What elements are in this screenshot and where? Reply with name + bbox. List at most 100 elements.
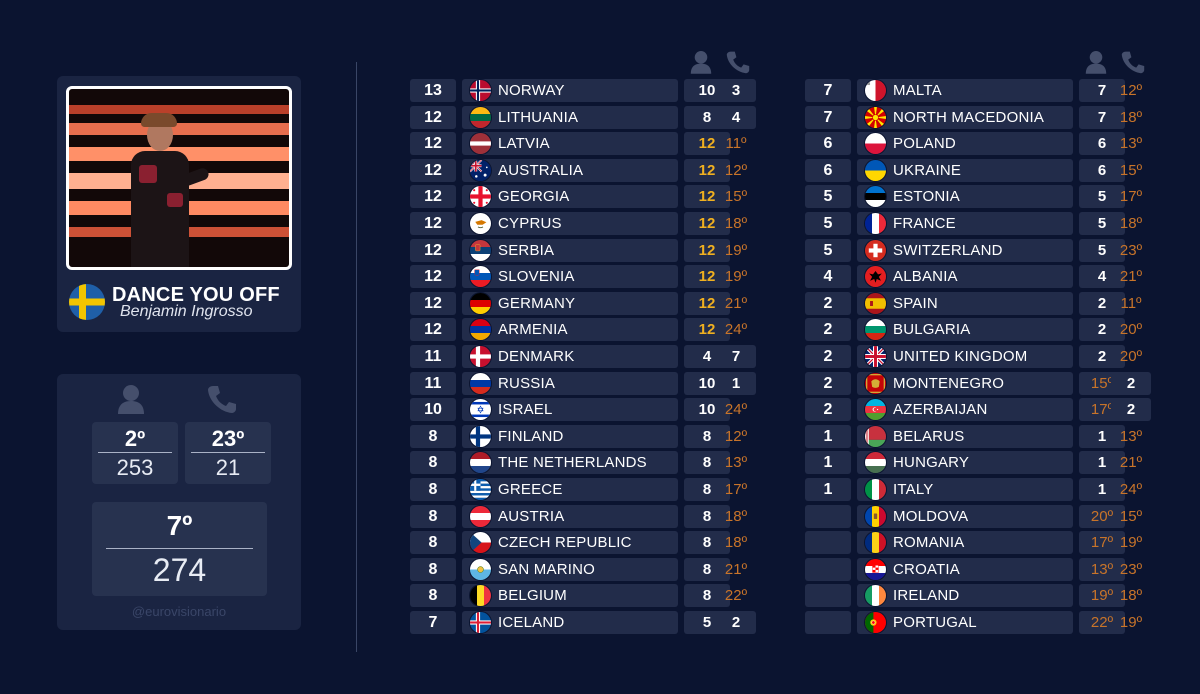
total-points-cell: 2 [805, 398, 851, 422]
total-points-cell: 8 [410, 424, 456, 448]
total-points-cell: 12 [410, 185, 456, 209]
song-title: DANCE YOU OFF [112, 284, 280, 306]
total-points-cell: 8 [410, 531, 456, 555]
table-row: ROMANIA 17º 19º [805, 531, 1151, 555]
table-row: 5 SWITZERLAND 5 23º [805, 238, 1151, 262]
country-name: NORWAY [498, 82, 565, 99]
jury-cell: 10 [684, 398, 730, 422]
country-name: SLOVENIA [498, 268, 575, 286]
televote-column-icon [726, 50, 750, 74]
total-points-cell: 12 [410, 318, 456, 342]
es-flag-icon [864, 291, 887, 315]
jury-column-icon [690, 50, 712, 74]
mt-flag-icon [864, 79, 887, 102]
pt-flag-icon [864, 611, 887, 634]
televote-cell: 7 [716, 345, 756, 368]
table-row: 12 GERMANY 12 21º [410, 291, 756, 315]
country-cell: THE NETHERLANDS [462, 451, 678, 475]
table-row: 13 NORWAY 10 3 [410, 79, 756, 102]
total-points-cell: 6 [805, 158, 851, 182]
jury-cell: 6 [1079, 158, 1125, 182]
total-points-cell: 6 [805, 132, 851, 156]
televote-cell: 20º [1119, 321, 1143, 339]
televote-cell: 24º [1119, 481, 1143, 498]
televote-cell: 2 [1111, 398, 1151, 422]
table-row: 5 ESTONIA 5 17º [805, 185, 1151, 209]
table-row: 8 CZECH REPUBLIC 8 18º [410, 531, 756, 555]
fr-flag-icon [864, 212, 887, 235]
total-points-cell: 12 [410, 158, 456, 182]
country-name: UKRAINE [893, 161, 962, 179]
total-points-cell: 8 [410, 584, 456, 608]
jury-cell: 8 [684, 451, 730, 475]
total-points-cell [805, 611, 851, 634]
televote-cell: 13º [1119, 427, 1143, 445]
total-points-cell: 2 [805, 318, 851, 342]
country-name: ISRAEL [498, 401, 553, 419]
televote-cell: 18º [1119, 215, 1143, 232]
country-name: AUSTRIA [498, 507, 565, 525]
televote-column-icon [1121, 50, 1145, 74]
jury-cell: 2 [1079, 291, 1125, 315]
total-points-cell [805, 531, 851, 555]
country-cell: BELGIUM [462, 584, 678, 608]
jury-cell: 17º [1079, 531, 1125, 555]
country-cell: CZECH REPUBLIC [462, 531, 678, 555]
country-name: GERMANY [498, 294, 576, 312]
country-cell: ARMENIA [462, 318, 678, 342]
bg-flag-icon [864, 318, 887, 342]
televote-cell: 4 [716, 105, 756, 129]
televote-cell: 18º [724, 507, 748, 525]
televote-cell: 23º [1119, 241, 1143, 259]
me-flag-icon [864, 371, 887, 395]
total-points-cell: 12 [410, 291, 456, 315]
jury-cell: 13º [1079, 557, 1125, 581]
jury-cell: 12 [684, 132, 730, 156]
table-row: 8 GREECE 8 17º [410, 478, 756, 501]
total-points-cell: 7 [805, 105, 851, 129]
country-name: BULGARIA [893, 321, 971, 339]
country-cell: MOLDOVA [857, 504, 1073, 528]
total-points-cell: 11 [410, 345, 456, 368]
hr-flag-icon [864, 557, 887, 581]
total-points-cell: 8 [410, 504, 456, 528]
country-cell: SWITZERLAND [857, 238, 1073, 262]
televote-cell: 15º [1119, 161, 1143, 179]
country-name: AZERBAIJAN [893, 401, 988, 419]
televote-cell: 19º [1119, 534, 1143, 552]
table-row: CROATIA 13º 23º [805, 557, 1151, 581]
total-points-cell: 5 [805, 185, 851, 209]
total-points: 274 [152, 552, 207, 588]
televote-cell: 13º [1119, 135, 1143, 153]
fi-flag-icon [469, 424, 492, 448]
country-name: NORTH MACEDONIA [893, 108, 1045, 126]
table-row: 12 LATVIA 12 11º [410, 132, 756, 156]
total-points-cell: 5 [805, 238, 851, 262]
table-row: 10 ISRAEL 10 24º [410, 398, 756, 422]
table-row: 7 ICELAND 5 2 [410, 611, 756, 634]
jury-cell: 4 [1079, 265, 1125, 289]
jury-cell: 20º [1079, 504, 1125, 528]
country-cell: AUSTRIA [462, 504, 678, 528]
televote-cell: 20º [1119, 348, 1143, 365]
at-flag-icon [469, 504, 492, 528]
ru-flag-icon [469, 371, 492, 395]
televote-cell: 21º [724, 294, 748, 312]
televote-cell: 18º [1119, 108, 1143, 126]
jury-cell: 12 [684, 185, 730, 209]
jury-cell: 5 [1079, 185, 1125, 209]
televote-cell: 15º [1119, 507, 1143, 525]
jury-cell: 2 [1079, 345, 1125, 368]
table-row: 8 AUSTRIA 8 18º [410, 504, 756, 528]
cy-flag-icon [469, 212, 492, 235]
ch-flag-icon [864, 238, 887, 262]
ee-flag-icon [864, 185, 887, 209]
total-points-cell: 12 [410, 132, 456, 156]
country-name: LITHUANIA [498, 108, 579, 126]
jury-cell: 12 [684, 318, 730, 342]
table-row: 6 UKRAINE 6 15º [805, 158, 1151, 182]
televote-cell: 3 [716, 79, 756, 102]
country-name: MONTENEGRO [893, 374, 1005, 392]
total-points-cell: 2 [805, 371, 851, 395]
table-row: 7 MALTA 7 12º [805, 79, 1151, 102]
